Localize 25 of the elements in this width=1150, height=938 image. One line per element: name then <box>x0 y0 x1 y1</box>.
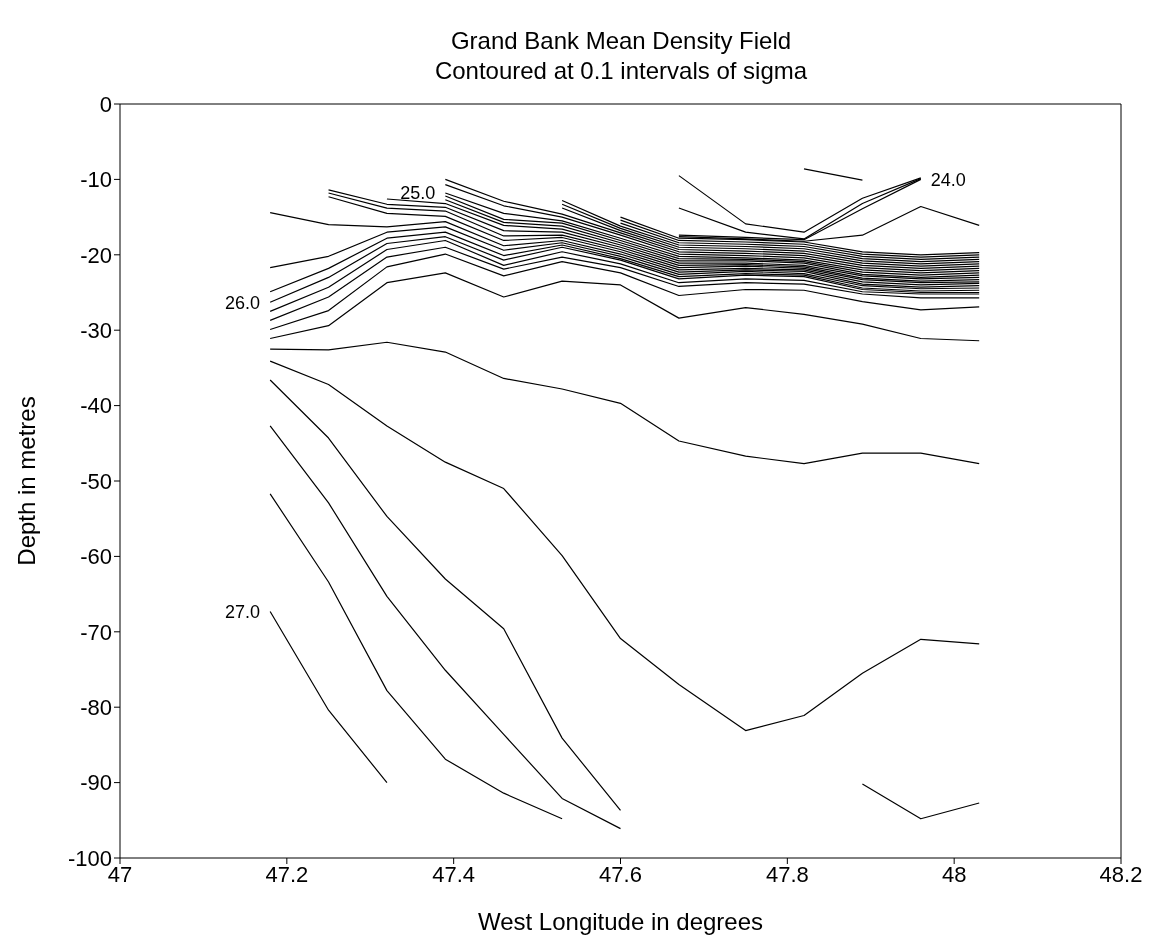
x-tick-label: 47.8 <box>765 861 809 887</box>
annotation: 25.0 <box>400 183 436 204</box>
annotation: 27.0 <box>225 601 261 622</box>
y-axis-title: Depth in metres <box>12 396 40 566</box>
x-tick-label: 48.2 <box>1099 861 1143 887</box>
y-tick-label: -50 <box>80 468 112 494</box>
y-tick-label: -30 <box>80 318 112 344</box>
y-tick-label: -100 <box>67 845 112 871</box>
x-axis-title: West Longitude in degrees <box>477 908 764 935</box>
chart-title: Grand Bank Mean Density Field <box>449 26 793 56</box>
chart-subtitle: Contoured at 0.1 intervals of sigma <box>433 56 809 86</box>
y-tick-label: -90 <box>80 770 112 796</box>
annotation: 24.0 <box>930 169 966 190</box>
y-tick-label: -20 <box>80 242 112 268</box>
x-tick-label: 47.4 <box>432 861 476 887</box>
y-tick-label: -70 <box>80 619 112 645</box>
x-tick-label: 48 <box>941 861 967 887</box>
y-tick-label: -10 <box>80 167 112 193</box>
y-tick-label: 0 <box>99 91 112 117</box>
y-tick-label: -80 <box>80 695 112 721</box>
x-tick-label: 47.2 <box>265 861 309 887</box>
y-tick-label: -40 <box>80 393 112 419</box>
x-tick-label: 47.6 <box>599 861 642 887</box>
y-tick-label: -60 <box>80 544 112 570</box>
annotation: 26.0 <box>225 292 261 313</box>
